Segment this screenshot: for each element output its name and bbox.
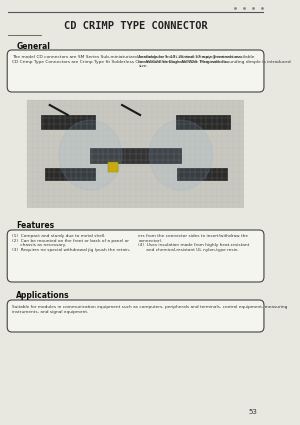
FancyBboxPatch shape	[7, 230, 264, 282]
Bar	[45, 168, 95, 180]
Bar	[109, 162, 118, 172]
FancyBboxPatch shape	[27, 100, 244, 208]
Text: ers from the connector sides to insert/withdraw the
connector).
(4)  Uses insula: ers from the connector sides to insert/w…	[138, 234, 250, 252]
Circle shape	[59, 120, 122, 190]
Text: Applications: Applications	[16, 291, 70, 300]
Text: Suitable for modules in communication equipment such as computers, peripherals a: Suitable for modules in communication eq…	[12, 305, 287, 314]
Text: The model CD connectors are SM Series Sub-miniaturized rectangular multi-contact: The model CD connectors are SM Series Su…	[12, 55, 242, 64]
Circle shape	[149, 120, 212, 190]
Text: 53: 53	[249, 409, 258, 415]
Bar	[176, 115, 230, 129]
Text: General: General	[16, 42, 50, 51]
Text: Available in 9, 17, 25 and 37 way. Terminals available
for AWG28 through AWG20. : Available in 9, 17, 25 and 37 way. Termi…	[138, 55, 291, 68]
Text: Features: Features	[16, 221, 54, 230]
Text: CD CRIMP TYPE CONNECTOR: CD CRIMP TYPE CONNECTOR	[64, 21, 208, 31]
FancyBboxPatch shape	[7, 300, 264, 332]
Bar	[177, 168, 227, 180]
Text: (1)  Compact and sturdy due to metal shell.
(2)  Can be mounted on the front or : (1) Compact and sturdy due to metal shel…	[12, 234, 130, 252]
Bar	[41, 115, 95, 129]
Bar	[90, 148, 181, 163]
FancyBboxPatch shape	[7, 50, 264, 92]
